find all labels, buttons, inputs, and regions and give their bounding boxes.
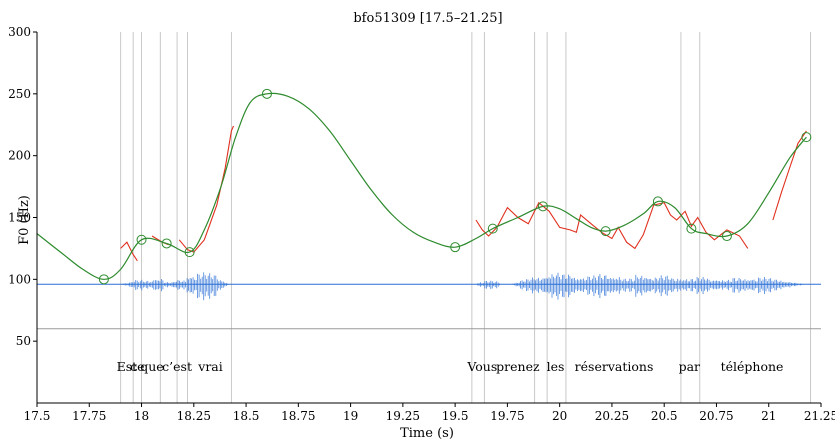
target-point: [600, 226, 611, 237]
stylized-contour-series: [36, 92, 807, 280]
waveform-segment: [512, 272, 806, 300]
word-label: Vous: [466, 359, 497, 374]
x-tick-label: 21: [761, 409, 776, 423]
boundary-lines: [37, 32, 821, 403]
x-tick-label: 21.25: [804, 409, 835, 423]
y-tick-label: 250: [8, 87, 31, 101]
word-label: c’est: [162, 359, 192, 374]
x-tick-label: 20.5: [651, 409, 678, 423]
target-point: [801, 132, 812, 143]
target-point: [450, 242, 461, 253]
x-axis-label: Time (s): [400, 426, 454, 441]
waveform: [37, 272, 821, 301]
word-label: vrai: [197, 359, 223, 374]
x-tick-label: 19.75: [490, 409, 524, 423]
x-tick-label: 17.75: [72, 409, 106, 423]
raw-f0-segment: [120, 241, 138, 262]
x-tick-label: 19: [343, 409, 358, 423]
word-label: prenez: [496, 359, 540, 374]
target-points: [98, 88, 812, 285]
word-label: que: [140, 359, 163, 374]
y-axis-label: F0 (Hz): [17, 195, 32, 245]
x-tick-label: 19.5: [442, 409, 469, 423]
target-point: [136, 234, 147, 245]
word-label: Est: [117, 359, 138, 374]
target-point: [184, 247, 195, 258]
target-point: [721, 231, 732, 242]
target-point: [261, 88, 272, 99]
target-point: [652, 196, 663, 207]
raw-f0-segment: [178, 125, 235, 253]
target-point: [161, 238, 172, 249]
stylized-contour-line: [36, 92, 807, 280]
x-tick-label: 20.75: [699, 409, 733, 423]
target-point: [487, 223, 498, 234]
x-tick-label: 20.25: [595, 409, 629, 423]
waveform-segment: [477, 280, 501, 290]
word-label: réservations: [575, 359, 654, 374]
x-tick-label: 18.75: [281, 409, 315, 423]
chart-title: bfo51309 [17.5–21.25]: [353, 11, 502, 26]
x-tick-label: 18.5: [233, 409, 260, 423]
word-label: par: [679, 359, 700, 374]
raw-f0-segment: [475, 201, 749, 250]
word-label: les: [547, 359, 565, 374]
x-tick-label: 17.5: [24, 409, 51, 423]
y-tick-label: 200: [8, 149, 31, 163]
y-tick-label: 150: [8, 211, 31, 225]
raw-f0-series: [120, 125, 807, 262]
x-tick-label: 20: [552, 409, 567, 423]
axes: 50 100 150 200 250 300 17.5 17.75 18 18.25 18.5 18.…: [8, 25, 835, 423]
y-tick-label: 50: [16, 334, 31, 348]
y-tick-label: 300: [8, 25, 31, 39]
target-point: [98, 274, 109, 285]
word-label: ce: [130, 359, 144, 374]
x-tick-label: 19.25: [386, 409, 420, 423]
x-tick-label: 18: [134, 409, 149, 423]
y-tick-label: 100: [8, 272, 31, 286]
word-label: téléphone: [721, 359, 784, 374]
x-tick-label: 18.25: [177, 409, 211, 423]
raw-f0-segment: [772, 130, 807, 221]
waveform-segment: [121, 272, 229, 301]
target-point: [686, 223, 697, 234]
target-point: [537, 201, 548, 212]
